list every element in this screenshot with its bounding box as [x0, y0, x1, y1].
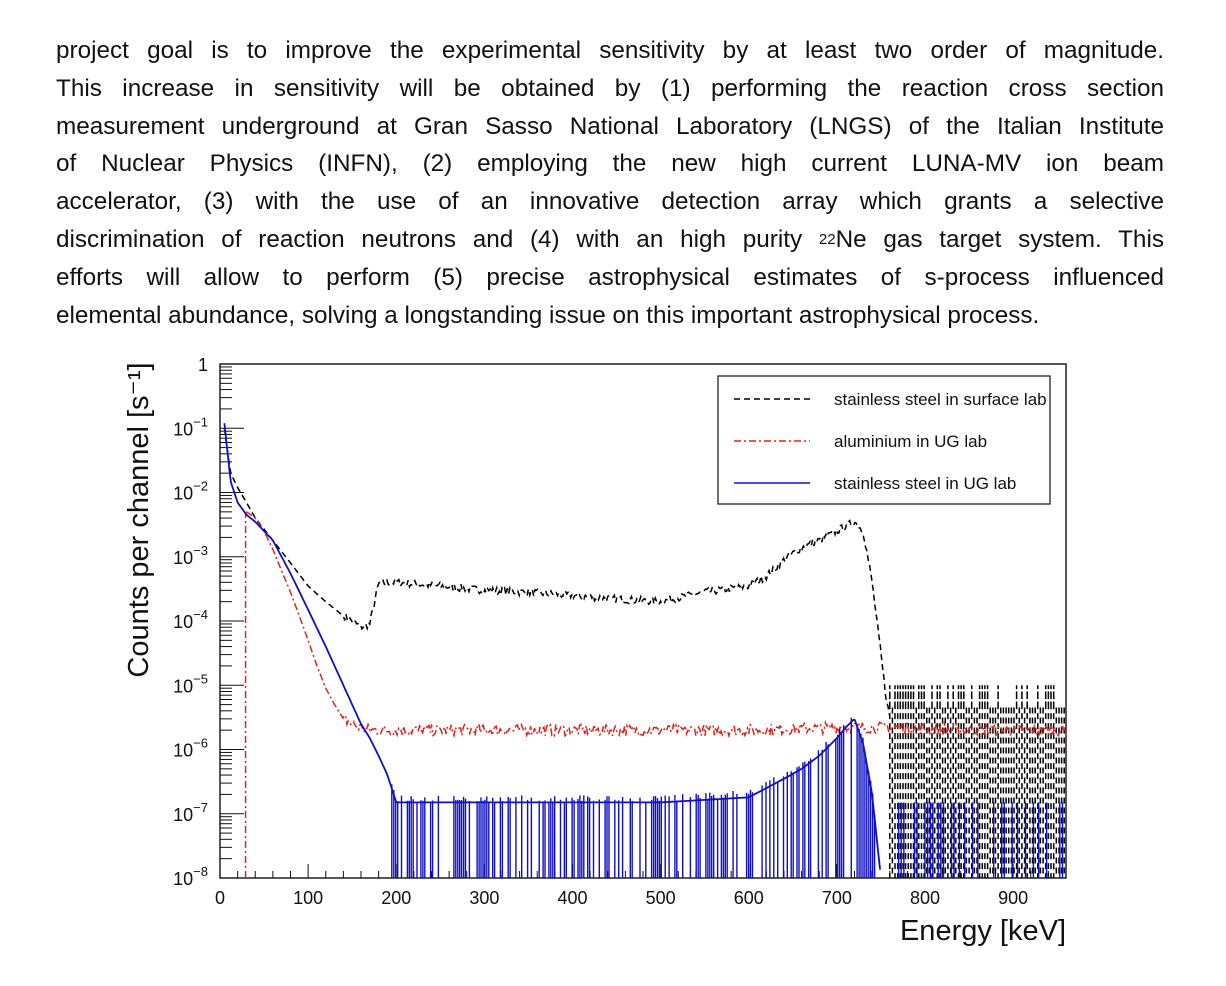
x-tick-label: 700 — [822, 888, 852, 908]
y-tick-label: 10−7 — [173, 800, 208, 825]
legend-label: stainless steel in UG lab — [834, 474, 1016, 493]
paragraph-line: measurement underground at Gran Sasso Na… — [56, 112, 1164, 140]
superscript-isotope: 22 — [818, 230, 836, 248]
y-tick-label: 10−3 — [173, 543, 208, 568]
legend-label: aluminium in UG lab — [834, 432, 987, 451]
paragraph-line: efforts will allow to perform (5) precis… — [56, 263, 1164, 291]
body-paragraph: project goal is to improve the experimen… — [56, 32, 1164, 334]
y-axis-label: Counts per channel [s⁻¹] — [123, 362, 155, 677]
paragraph-text: Ne gas target system. This — [835, 225, 1164, 253]
series-line — [223, 428, 891, 716]
x-tick-label: 600 — [734, 888, 764, 908]
paragraph-line: This increase in sensitivity will be obt… — [56, 74, 1164, 102]
paragraph-line: accelerator, (3) with the use of an inno… — [56, 188, 1164, 216]
x-tick-label: 800 — [910, 888, 940, 908]
x-tick-label: 400 — [557, 888, 587, 908]
spectrum-chart: 0 100 200 300 400 500 600 700 800 900 1 10−1 10−2 10−… — [123, 355, 1067, 947]
x-tick-label: 300 — [469, 888, 499, 908]
y-tick-label: 10−5 — [173, 671, 208, 696]
x-tick-label: 0 — [215, 888, 225, 908]
x-tick-label: 200 — [381, 888, 411, 908]
x-tick-label: 900 — [998, 888, 1028, 908]
x-axis-label: Energy [keV] — [900, 915, 1066, 947]
x-tick-label: 500 — [646, 888, 676, 908]
series-tail — [897, 802, 1064, 878]
series-spikes — [391, 717, 876, 878]
x-tick-label: 100 — [293, 888, 323, 908]
y-tick-label: 10−2 — [173, 479, 208, 504]
paragraph-line: discrimination of reaction neutrons and … — [56, 221, 1164, 259]
legend-label: stainless steel in surface lab — [834, 390, 1047, 409]
y-tick-label: 10−4 — [173, 607, 208, 632]
y-tick-label: 10−8 — [173, 864, 208, 889]
paragraph-line: elemental abundance, solving a longstand… — [56, 301, 1040, 329]
y-tick-label: 10−1 — [173, 414, 208, 439]
series-tail — [889, 685, 1065, 878]
paragraph-text: discrimination of reaction neutrons and … — [56, 225, 819, 253]
y-tick-label: 10−6 — [173, 736, 208, 761]
series-line — [245, 511, 1067, 739]
paragraph-line: of Nuclear Physics (INFN), (2) employing… — [56, 150, 1164, 178]
paragraph-line: project goal is to improve the experimen… — [56, 37, 1164, 64]
y-tick-label: 1 — [198, 355, 208, 375]
